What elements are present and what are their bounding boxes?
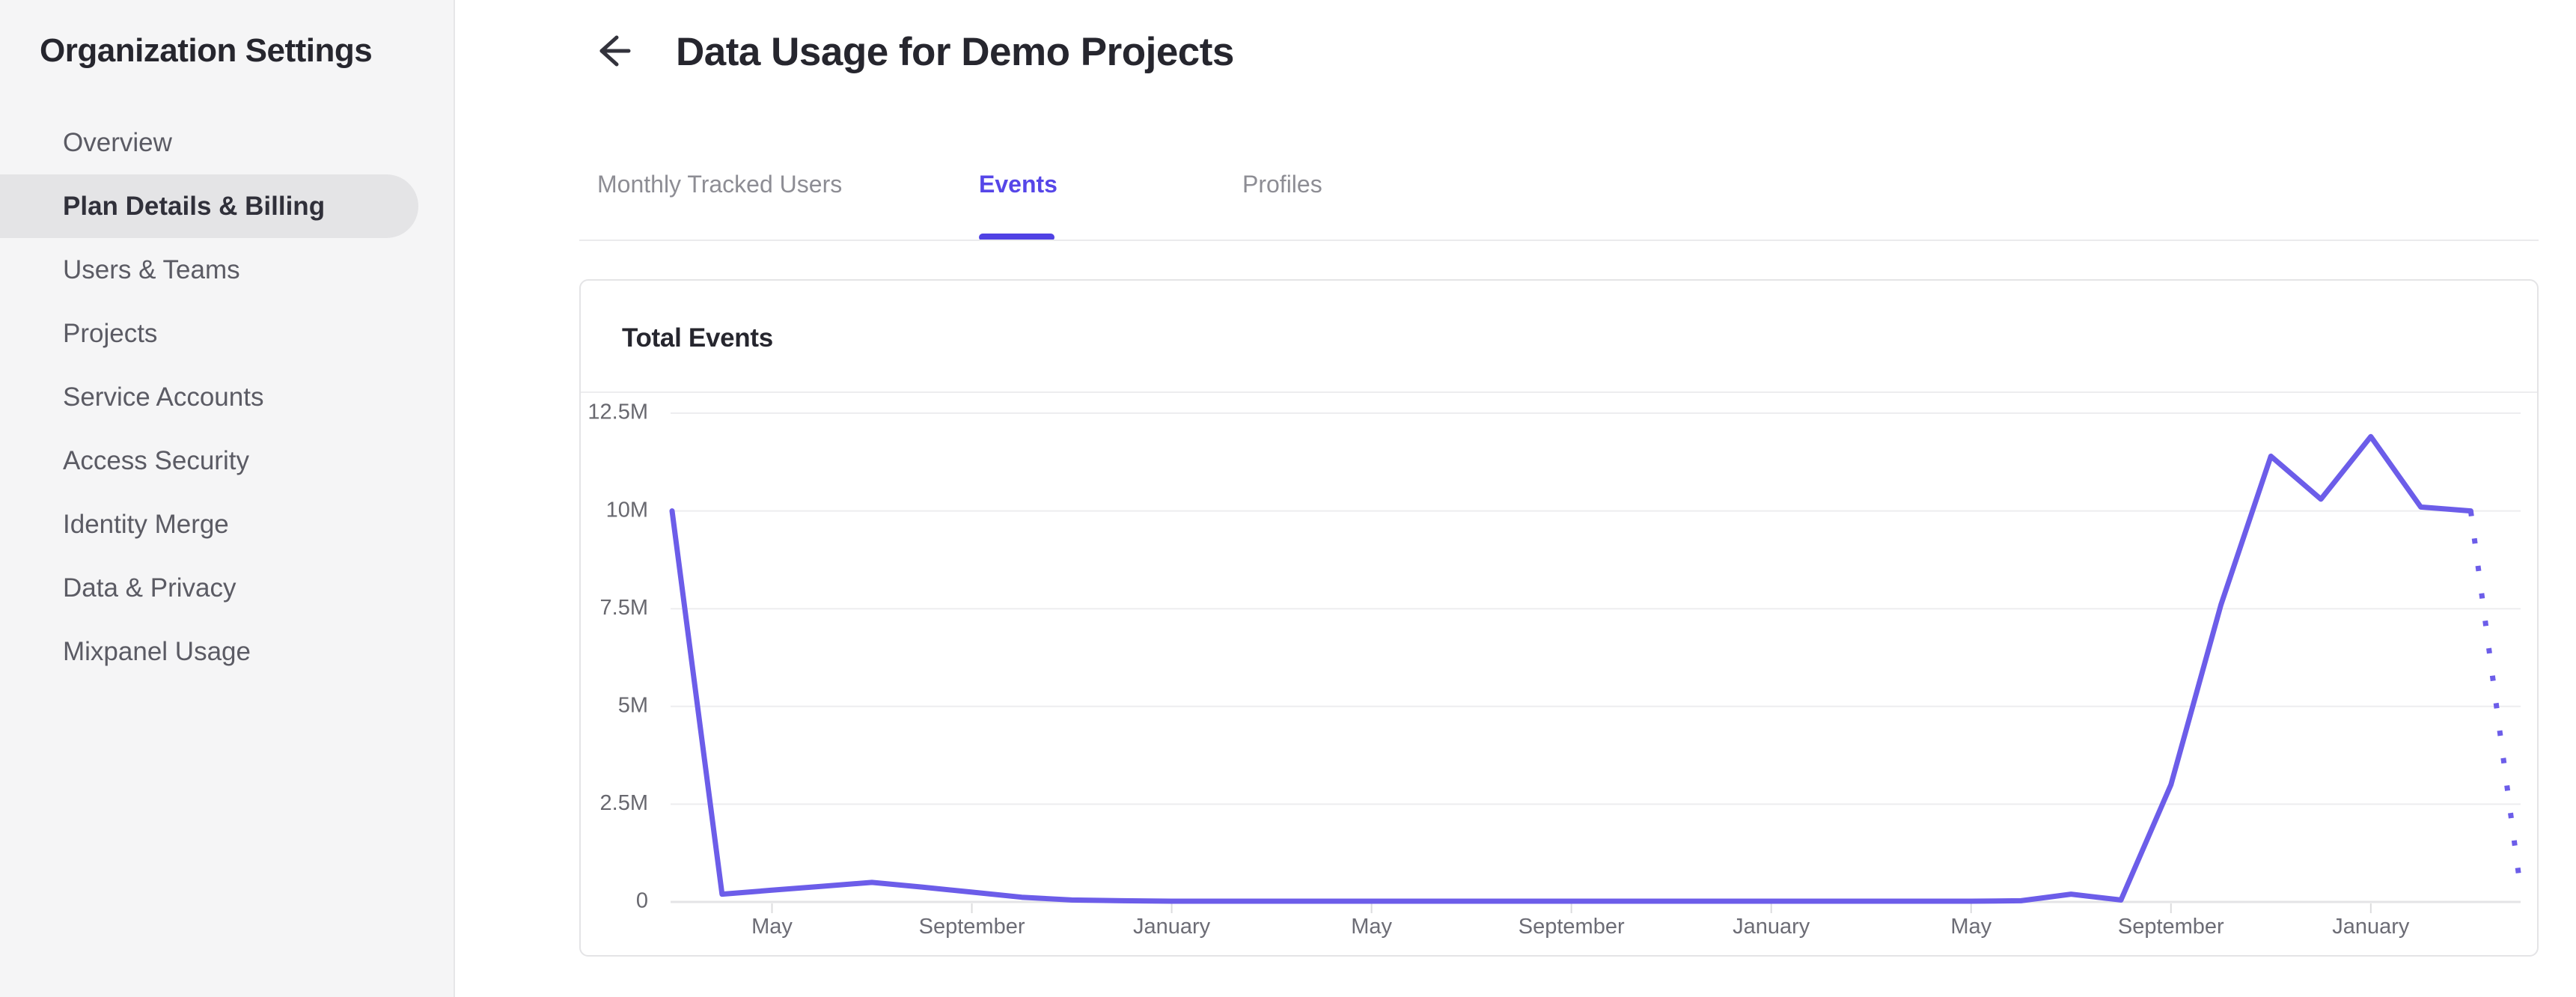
card-divider [581, 391, 2537, 393]
x-axis-label: September [2118, 915, 2224, 939]
y-axis-label: 12.5M [587, 400, 648, 424]
x-axis-label: May [1351, 915, 1392, 939]
sidebar-item-data-privacy[interactable]: Data & Privacy [63, 573, 236, 603]
y-axis-label: 5M [618, 693, 648, 717]
page-title: Data Usage for Demo Projects [676, 30, 1234, 74]
back-arrow-icon [591, 30, 633, 76]
x-axis-label: May [751, 915, 793, 939]
tab-profiles[interactable]: Profiles [1242, 171, 1322, 198]
sidebar-item-projects[interactable]: Projects [63, 318, 158, 348]
y-axis-label: 10M [606, 498, 648, 522]
total-events-line-projected [2467, 510, 2524, 891]
sidebar-item-plan-details-billing[interactable]: Plan Details & Billing [0, 174, 418, 238]
sidebar: Organization Settings Overview Plan Deta… [0, 0, 455, 997]
tabs-divider [579, 240, 2539, 241]
y-axis-label: 0 [636, 889, 648, 913]
total-events-line [669, 433, 2473, 904]
sidebar-item-mixpanel-usage[interactable]: Mixpanel Usage [63, 636, 251, 666]
x-axis-label: September [1519, 915, 1625, 939]
total-events-card: Total Events 0 2.5M 5M 7.5M 10M 12.5M May Septe… [579, 279, 2539, 957]
sidebar-title: Organization Settings [40, 32, 373, 69]
sidebar-item-overview[interactable]: Overview [63, 127, 172, 157]
x-axis-label: May [1950, 915, 1991, 939]
x-axis-label: January [1733, 915, 1810, 939]
sidebar-item-identity-merge[interactable]: Identity Merge [63, 509, 229, 539]
chart-area[interactable]: 0 2.5M 5M 7.5M 10M 12.5M May September January Ma… [581, 281, 2537, 955]
back-button[interactable] [590, 30, 635, 75]
tab-monthly-tracked-users[interactable]: Monthly Tracked Users [597, 171, 843, 198]
x-axis-label: January [2332, 915, 2410, 939]
sidebar-item-users-teams[interactable]: Users & Teams [63, 254, 240, 284]
x-axis-label: January [1133, 915, 1211, 939]
sidebar-item-service-accounts[interactable]: Service Accounts [63, 382, 264, 412]
active-tab-indicator [979, 234, 1054, 241]
y-axis-label: 2.5M [600, 791, 648, 815]
x-axis-label: September [919, 915, 1025, 939]
chart-title: Total Events [622, 323, 773, 353]
sidebar-item-access-security[interactable]: Access Security [63, 445, 249, 475]
y-axis-label: 7.5M [600, 596, 648, 620]
sidebar-nav: Overview Plan Details & Billing Users & … [0, 111, 455, 683]
tab-events[interactable]: Events [979, 171, 1057, 198]
